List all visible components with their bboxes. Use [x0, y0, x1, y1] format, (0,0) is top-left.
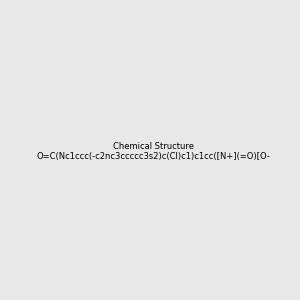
Text: Chemical Structure
O=C(Nc1ccc(-c2nc3ccccc3s2)c(Cl)c1)c1cc([N+](=O)[O-: Chemical Structure O=C(Nc1ccc(-c2nc3cccc…: [37, 142, 271, 161]
